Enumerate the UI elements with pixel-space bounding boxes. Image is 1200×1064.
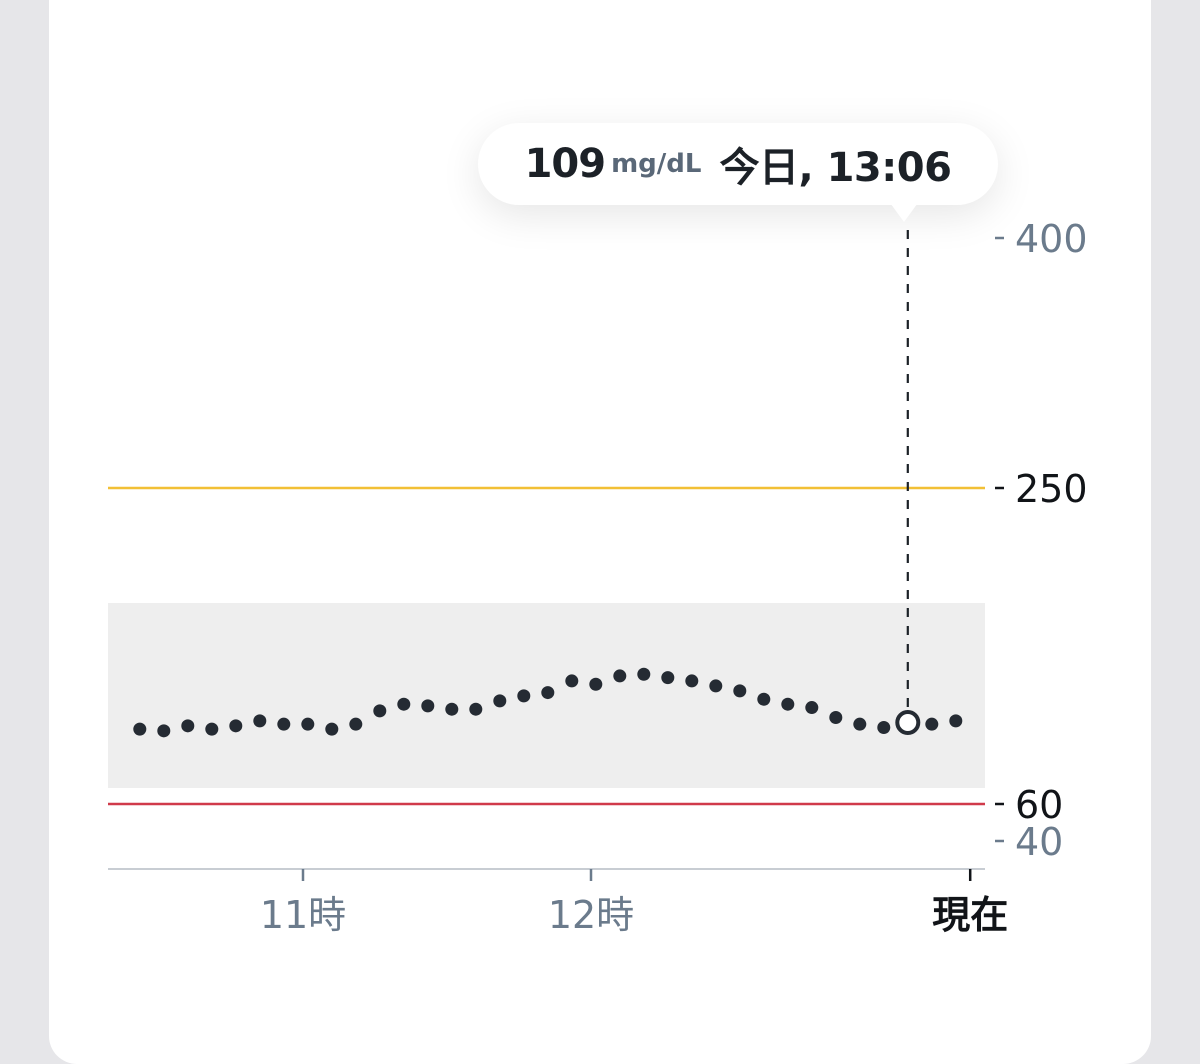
y-tick-label: 60 [1015,783,1063,827]
reading-point[interactable] [469,702,483,716]
reading-point[interactable] [229,719,243,733]
reading-point[interactable] [373,704,387,718]
reading-point[interactable] [133,722,147,736]
tooltip-time: 今日, 13:06 [719,145,952,191]
reading-point[interactable] [157,724,171,738]
reading-point[interactable] [661,671,675,685]
reading-point[interactable] [853,717,867,731]
reading-point[interactable] [181,719,195,733]
x-axis: 11時 12時 現在 [260,869,1008,937]
x-tick-label: 11時 [260,893,346,937]
reading-point[interactable] [757,692,771,706]
reading-point[interactable] [421,699,435,713]
reading-point[interactable] [733,684,747,698]
reading-point[interactable] [685,674,699,688]
reading-point[interactable] [709,679,723,693]
reading-point[interactable] [949,714,963,728]
tooltip-pointer [888,200,920,222]
reading-point[interactable] [565,674,579,688]
reading-point[interactable] [589,677,603,691]
reading-point[interactable] [493,694,507,708]
reading-point[interactable] [877,720,891,734]
reading-point[interactable] [325,722,339,736]
reading-point[interactable] [277,717,291,731]
reading-point[interactable] [925,717,939,731]
reading-point[interactable] [805,701,819,715]
tooltip-value: 109 [524,141,606,187]
x-tick-label: 12時 [548,893,634,937]
tooltip-unit: mg/dL [611,149,702,179]
reading-point[interactable] [829,711,843,725]
reading-point[interactable] [301,717,315,731]
reading-point[interactable] [541,686,555,700]
reading-point[interactable] [517,689,531,703]
y-tick-label: 400 [1015,217,1088,261]
reading-point[interactable] [613,669,627,683]
x-tick-label: 現在 [932,893,1008,937]
reading-point[interactable] [205,722,219,736]
reading-point[interactable] [397,697,411,711]
reading-point[interactable] [445,702,459,716]
reading-point[interactable] [781,697,795,711]
reading-point[interactable] [349,717,363,731]
y-tick-label: 40 [1015,820,1063,864]
reading-point[interactable] [637,667,651,681]
reading-tooltip: 109 mg/dL 今日, 13:06 [478,123,998,205]
y-tick-label: 250 [1015,467,1088,511]
reading-point[interactable] [253,714,267,728]
glucose-readings [133,667,963,738]
selected-reading-point[interactable] [895,710,921,736]
